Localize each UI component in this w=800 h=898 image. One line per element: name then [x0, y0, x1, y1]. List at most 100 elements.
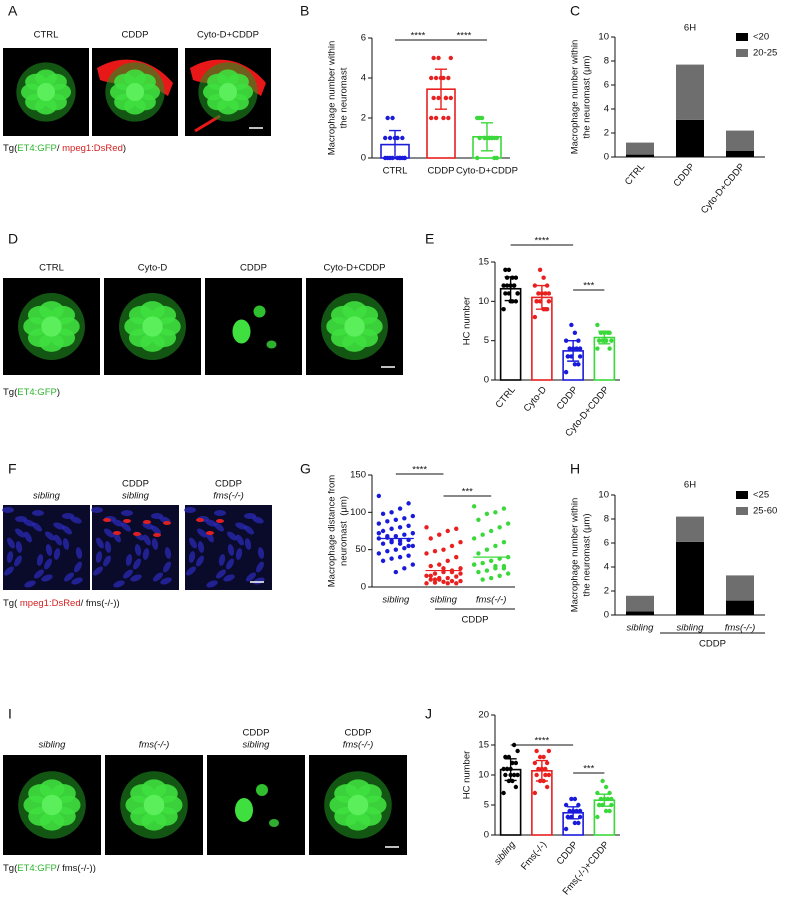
micrograph — [207, 755, 305, 855]
significance-label: **** — [534, 736, 549, 747]
data-point — [574, 808, 579, 814]
error-bar — [535, 759, 548, 782]
significance-label: *** — [583, 281, 594, 292]
data-point — [433, 115, 439, 121]
error-bar — [481, 122, 493, 152]
data-point — [511, 742, 517, 748]
data-point — [458, 578, 463, 584]
y-tick-label: 150 — [350, 470, 366, 481]
data-point — [480, 532, 485, 537]
data-point — [393, 534, 399, 539]
data-point — [546, 291, 552, 296]
data-point — [603, 808, 609, 814]
y-axis-label: HC number — [462, 751, 473, 800]
x-tick-label: sibling — [627, 623, 655, 634]
data-point — [501, 790, 506, 796]
data-point — [503, 291, 508, 296]
significance-label: **** — [534, 236, 549, 247]
nucleus — [218, 554, 226, 566]
image-label: fms(-/-) — [139, 740, 170, 751]
data-point — [428, 577, 433, 582]
nucleus — [4, 566, 14, 576]
bar-segment — [626, 611, 654, 615]
y-tick-label: 0 — [484, 830, 489, 841]
nucleus — [206, 580, 218, 588]
data-point — [393, 517, 399, 522]
data-point — [431, 95, 436, 101]
data-point — [380, 558, 386, 564]
data-point — [402, 566, 407, 571]
data-point — [482, 135, 487, 141]
data-point — [441, 579, 446, 584]
hair-cell — [256, 784, 268, 796]
chart-title: 6H — [684, 23, 696, 34]
data-point — [544, 784, 550, 790]
error-bar — [504, 276, 517, 302]
data-point — [476, 517, 481, 522]
nucleus — [142, 548, 150, 560]
data-point — [424, 573, 429, 578]
significance-label: *** — [583, 764, 594, 775]
data-point — [385, 519, 390, 524]
hair-cell — [218, 82, 238, 102]
data-point — [567, 346, 572, 351]
data-point — [458, 566, 463, 571]
y-tick-label: 10 — [478, 296, 489, 307]
data-point — [454, 574, 459, 579]
y-tick-label: 50 — [355, 544, 366, 555]
hair-cell — [143, 794, 165, 816]
data-point — [497, 573, 502, 578]
image-label: CTRL — [34, 30, 59, 41]
y-tick-label: 6 — [361, 33, 366, 44]
data-point — [471, 504, 477, 509]
hair-cell — [266, 340, 277, 349]
caption: Tg(ET4:GFP) — [3, 387, 60, 398]
nucleus — [45, 544, 53, 556]
data-point — [501, 766, 506, 772]
caption-part: ) — [57, 387, 60, 398]
data-point — [563, 826, 569, 832]
caption-part: Tg( — [3, 143, 18, 154]
data-point — [607, 346, 612, 351]
y-axis-label: the neuromast — [339, 67, 350, 128]
nucleus — [235, 522, 247, 530]
data-point — [376, 521, 382, 526]
data-point — [389, 538, 394, 543]
data-point — [569, 322, 574, 328]
data-point — [385, 115, 390, 121]
caption-part: ) — [123, 143, 126, 154]
macrophage — [113, 531, 121, 535]
data-point — [493, 563, 498, 569]
hair-cell — [253, 305, 266, 318]
data-point — [595, 814, 600, 820]
data-point — [406, 523, 411, 528]
data-point — [513, 784, 519, 790]
y-tick-label: 4 — [604, 104, 609, 115]
data-point — [428, 563, 433, 569]
nucleus — [196, 555, 204, 567]
caption: Tg( mpeg1:DsRed/ fms(-/-)) — [3, 598, 120, 609]
data-point — [406, 501, 411, 506]
data-point — [596, 338, 602, 343]
caption-part: / fms(-/-)) — [57, 863, 96, 874]
macrophage — [133, 532, 141, 536]
image-label: sibling — [122, 491, 150, 502]
data-point — [380, 541, 386, 546]
image-label: CDDP — [122, 30, 149, 41]
data-point — [429, 115, 434, 121]
data-point — [480, 560, 485, 566]
data-point — [432, 571, 438, 576]
image-label: CDDP — [122, 479, 149, 490]
data-point — [546, 299, 552, 304]
nucleus — [143, 534, 151, 546]
y-tick-label: 0 — [361, 153, 366, 164]
caption-part: / fms(-/-)) — [81, 598, 120, 609]
legend-label: 20-25 — [753, 48, 777, 59]
bar-segment — [626, 154, 654, 157]
data-point — [595, 322, 600, 328]
chart-letter: E — [425, 231, 434, 247]
nucleus — [44, 558, 52, 570]
x-tick-label: sibling — [430, 595, 458, 606]
data-point — [376, 531, 382, 536]
